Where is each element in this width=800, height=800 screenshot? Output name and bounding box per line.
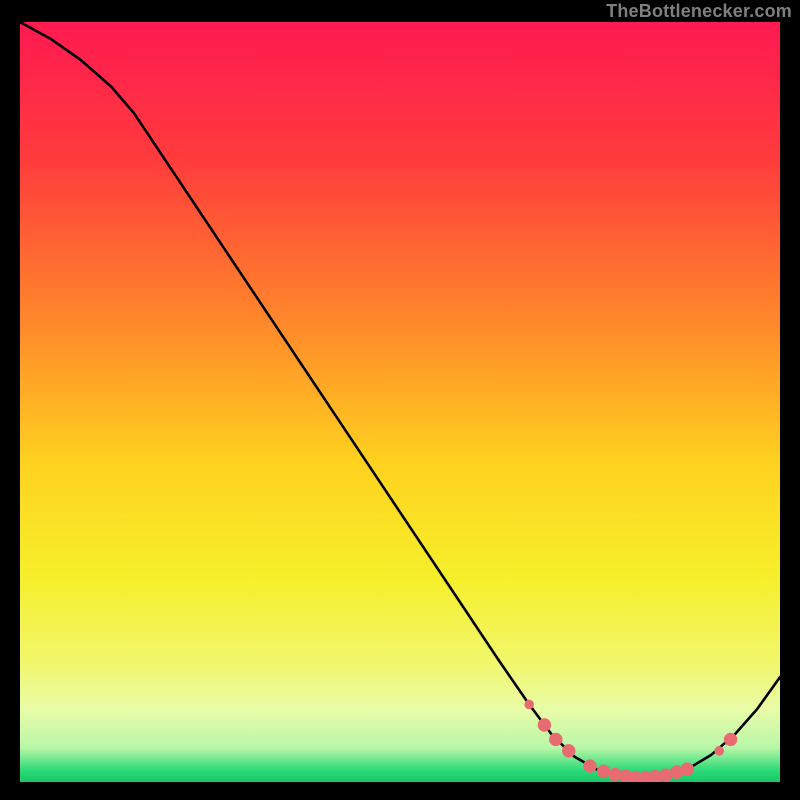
curve-marker [584,760,596,772]
curve-marker [724,733,736,745]
bottleneck-plot [20,22,780,782]
curve-marker [525,700,534,709]
stage: TheBottlenecker.com [0,0,800,800]
curve-marker [597,765,609,777]
curve-marker [715,747,724,756]
watermark-text: TheBottlenecker.com [606,1,792,22]
curve-marker [538,719,550,731]
curve-marker [681,763,693,775]
curve-marker [563,745,575,757]
curve-marker [550,733,562,745]
gradient-background [20,22,780,782]
